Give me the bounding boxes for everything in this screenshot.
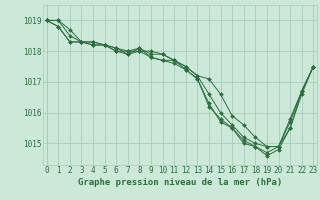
X-axis label: Graphe pression niveau de la mer (hPa): Graphe pression niveau de la mer (hPa) xyxy=(78,178,282,187)
